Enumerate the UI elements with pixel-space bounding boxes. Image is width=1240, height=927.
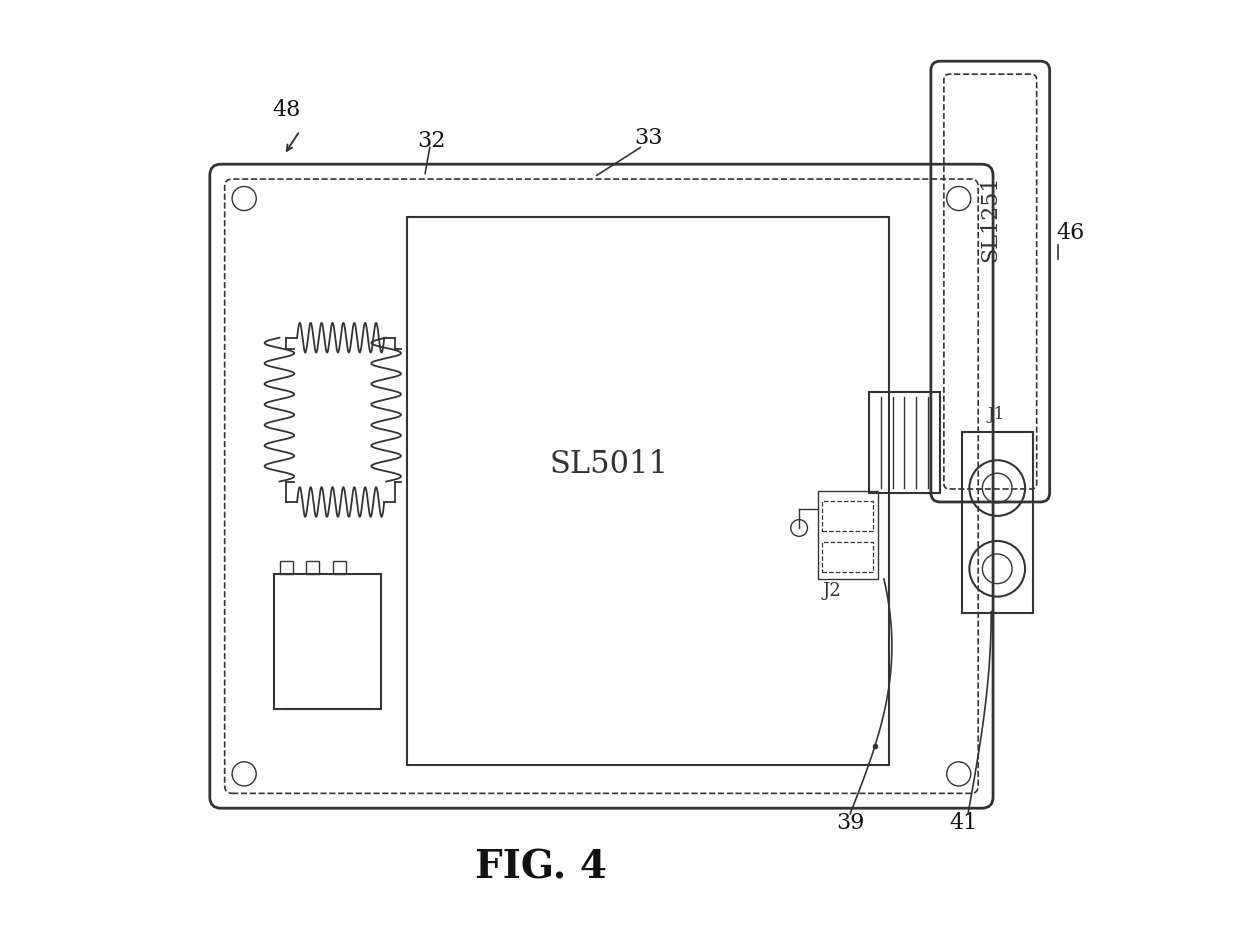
Text: 33: 33 <box>634 127 662 148</box>
Text: 32: 32 <box>418 130 446 151</box>
Text: 41: 41 <box>950 811 977 832</box>
Text: FIG. 4: FIG. 4 <box>475 848 608 885</box>
Text: SL1251: SL1251 <box>980 176 1001 262</box>
Text: J2: J2 <box>822 581 841 599</box>
Text: SL5011: SL5011 <box>549 449 668 479</box>
Text: 39: 39 <box>836 811 864 832</box>
Text: 48: 48 <box>272 99 300 121</box>
Text: 46: 46 <box>1056 222 1085 244</box>
Text: J1: J1 <box>987 406 1004 423</box>
